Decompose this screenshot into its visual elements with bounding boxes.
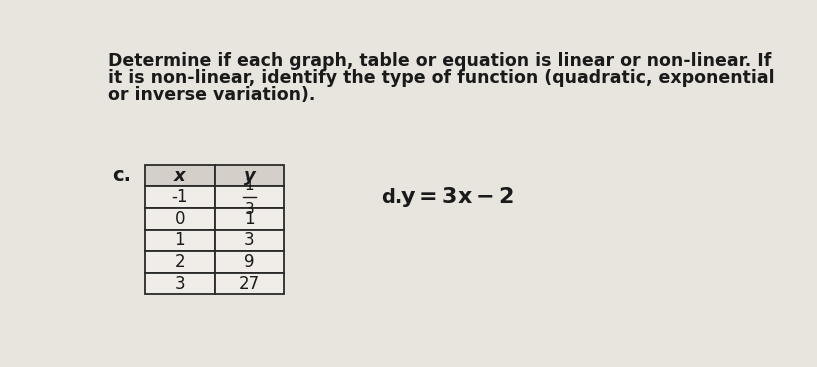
Text: 1: 1 — [244, 210, 255, 228]
Text: or inverse variation).: or inverse variation). — [109, 86, 315, 103]
Text: 9: 9 — [244, 253, 255, 271]
Bar — [145, 208, 215, 230]
Text: d.: d. — [381, 188, 403, 207]
Bar — [215, 165, 284, 186]
Bar — [215, 230, 284, 251]
Text: 1: 1 — [174, 231, 185, 250]
Text: y: y — [243, 167, 255, 185]
Text: Determine if each graph, table or equation is linear or non-linear. If: Determine if each graph, table or equati… — [109, 52, 772, 70]
Text: 3: 3 — [244, 231, 255, 250]
Bar — [145, 251, 215, 273]
Text: 3: 3 — [244, 202, 254, 217]
Text: 1: 1 — [244, 178, 254, 193]
Bar — [145, 230, 215, 251]
Bar — [215, 251, 284, 273]
Bar — [145, 165, 215, 186]
Text: it is non-linear, identify the type of function (quadratic, exponential: it is non-linear, identify the type of f… — [109, 69, 775, 87]
Bar — [215, 186, 284, 208]
Text: x: x — [174, 167, 185, 185]
Text: 0: 0 — [174, 210, 185, 228]
Text: 3: 3 — [174, 275, 185, 292]
Text: -1: -1 — [172, 188, 188, 206]
Text: 27: 27 — [239, 275, 260, 292]
Bar — [215, 273, 284, 294]
Text: 2: 2 — [174, 253, 185, 271]
Bar — [145, 273, 215, 294]
Text: $\mathbf{y = 3x - 2}$: $\mathbf{y = 3x - 2}$ — [400, 185, 515, 209]
Bar — [145, 186, 215, 208]
Bar — [215, 208, 284, 230]
Text: c.: c. — [112, 166, 132, 185]
